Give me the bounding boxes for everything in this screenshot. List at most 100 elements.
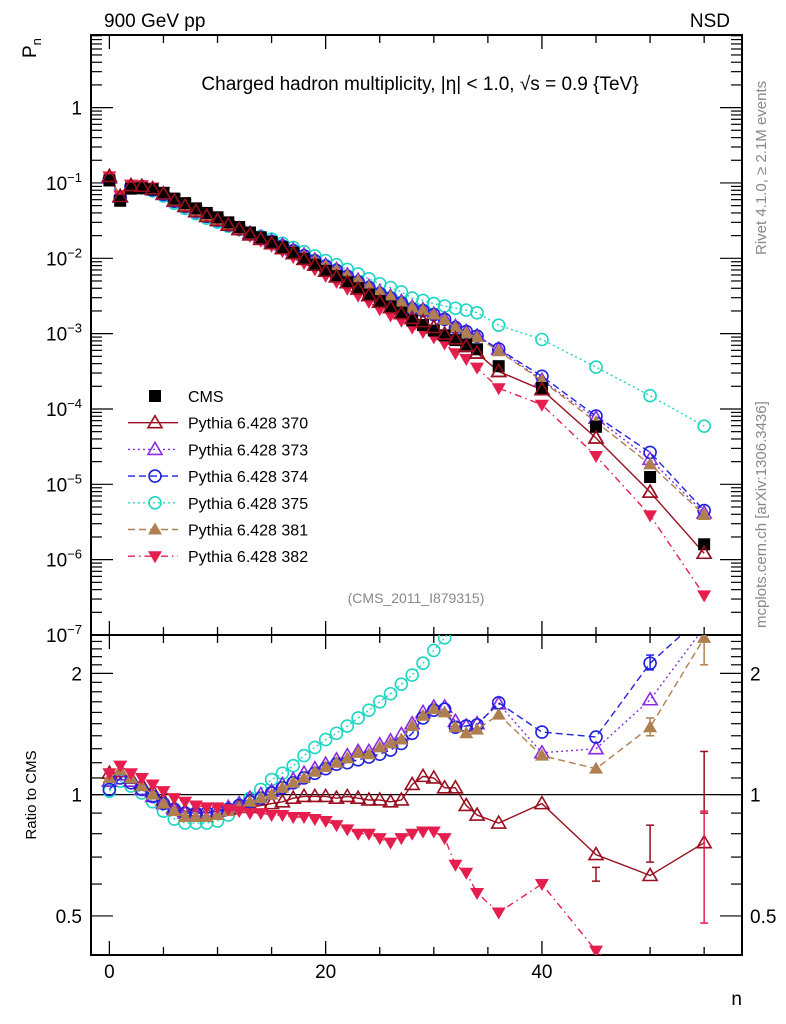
main-point-p375 [470,305,484,320]
ratio-point-p382 [124,768,139,781]
ratio-point-p374 [535,725,549,739]
y-axis-title-main: Pn [20,38,44,58]
rivet-label: Rivet 4.1.0, ≥ 2.1M events [753,81,770,255]
main-point-p370 [176,197,194,213]
y-tick-label: 10−7 [46,622,82,647]
main-point-cms [460,338,473,351]
main-point-p370 [328,268,345,283]
main-point-p381 [415,303,430,316]
ratio-point-p375 [460,605,472,617]
main-plot-frame [90,34,743,636]
ratio-point-p382 [383,837,398,850]
ratio-point-p374 [698,608,710,620]
main-point-cms [157,186,170,199]
process-label: NSD [690,11,730,32]
main-point-p370 [209,211,226,227]
ratio-point-p375 [437,635,452,645]
y-tick-label: 10−5 [46,471,82,496]
ratio-y-tick-label-right: 0.5 [750,907,776,928]
main-point-p370 [241,226,259,241]
main-point-p382 [697,590,712,603]
ratio-point-p382 [113,760,128,773]
ratio-point-p382 [178,796,193,809]
legend-item-cms: CMS [149,389,224,406]
ratio-point-p370 [349,789,367,804]
main-point-p370 [468,344,486,359]
ratio-point-p375 [275,766,290,781]
main-point-p381 [394,295,409,308]
mcplots-label: mcplots.cern.ch [arXiv:1306.3436] [753,401,770,628]
ratio-point-p375 [698,157,710,169]
main-point-p382 [459,353,474,366]
ratio-point-p370 [587,845,605,861]
legend-item-p375: Pythia 6.428 375 [128,496,308,513]
main-point-p370 [392,305,410,320]
legend-item-p373: Pythia 6.428 373 [128,440,308,459]
main-point-p370 [284,244,302,260]
ratio-y-tick-label: 0.5 [56,907,82,928]
ratio-point-p370 [328,789,345,804]
chart-title: Charged hadron multiplicity, |η| < 1.0, … [201,74,638,95]
ratio-y-tick-label-right: 1 [750,786,761,807]
ratio-point-p381 [297,770,312,783]
y-tick-label: 10−6 [46,547,82,572]
energy-label: 900 GeV pp [104,11,205,32]
main-point-p370 [338,274,356,289]
ratio-point-p375 [536,529,548,541]
ratio-point-p382 [242,808,257,821]
ratio-point-p381 [372,740,387,753]
ratio-point-p381 [156,796,171,809]
main-point-p381 [372,285,387,298]
main-point-cms [254,231,267,244]
ratio-point-p381 [534,748,549,761]
y-tick-label: 10−3 [46,321,82,346]
ratio-point-p370 [414,767,432,783]
main-point-p375 [643,388,657,403]
ratio-point-p373 [641,691,659,706]
ratio-point-p381 [405,719,420,732]
ratio-point-p381 [459,726,474,739]
main-point-p370 [436,325,454,340]
main-point-cms [698,538,711,551]
ratio-point-p382 [134,772,149,785]
ratio-point-p381 [199,810,214,823]
legend-item-p381: Pythia 6.428 381 [128,522,308,540]
main-point-p382 [437,338,452,351]
main-point-p375 [697,419,711,433]
legend-label: Pythia 6.428 375 [188,496,308,513]
ratio-point-p381 [242,794,257,807]
ratio-point-p382 [534,879,549,892]
main-point-p381 [426,307,441,320]
ratio-point-p370 [306,787,324,803]
ratio-point-p382 [351,828,366,841]
ratio-point-p381 [145,787,160,800]
main-point-p370 [219,216,237,231]
ratio-point-p370 [382,793,399,808]
ratio-point-p370 [490,814,508,829]
legend-marker [148,522,162,535]
main-point-p370 [122,176,140,192]
main-point-cms [352,282,365,295]
main-point-cms [362,288,375,301]
main-point-p370 [425,318,443,334]
ratio-point-p381 [448,720,463,733]
ratio-point-p375 [340,719,355,733]
ratio-point-p382 [307,814,322,827]
ratio-point-p382 [426,826,441,839]
ratio-point-p381 [361,747,376,760]
ratio-point-p370 [338,787,356,803]
main-point-p370 [371,293,389,308]
main-point-p370 [360,286,378,302]
ratio-point-p382 [199,802,214,815]
ratio-point-p382 [286,812,301,825]
legend-label: Pythia 6.428 381 [188,523,308,540]
ratio-point-p382 [188,800,203,813]
main-line-p373 [108,177,705,514]
main-point-p382 [491,383,506,396]
ratio-point-p370 [425,769,443,784]
ratio-point-p382 [643,995,657,1007]
main-point-p370 [111,187,129,203]
main-line-p374 [108,179,705,512]
ratio-point-p375 [427,643,441,658]
main-point-cms [287,246,300,259]
